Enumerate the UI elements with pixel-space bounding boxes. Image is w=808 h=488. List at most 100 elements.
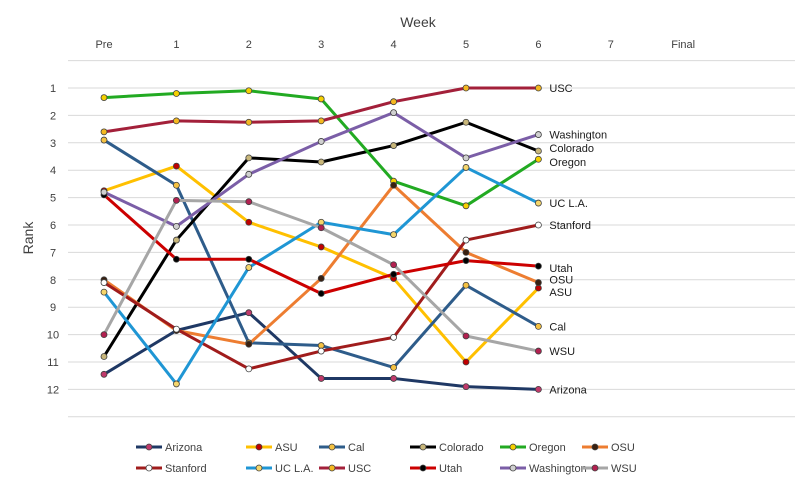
legend-label: Utah xyxy=(439,463,462,475)
data-point xyxy=(172,117,180,125)
data-point xyxy=(462,202,470,210)
legend-marker xyxy=(255,443,263,451)
legend-label: UC L.A. xyxy=(275,463,314,475)
y-tick-label: 5 xyxy=(50,193,56,205)
data-point xyxy=(462,164,470,171)
legend-marker xyxy=(145,443,153,451)
end-label: Colorado xyxy=(549,143,594,155)
x-tick-label: 6 xyxy=(535,39,541,51)
data-point xyxy=(317,224,325,232)
data-point xyxy=(317,275,325,282)
data-point xyxy=(317,347,325,355)
data-point xyxy=(245,118,253,126)
end-label: USC xyxy=(549,83,572,95)
legend-label: Oregon xyxy=(529,442,566,454)
data-point xyxy=(390,364,398,371)
legend-marker xyxy=(419,443,427,451)
legend-marker xyxy=(591,443,599,451)
x-tick-label: 7 xyxy=(608,39,614,51)
legend-label: OSU xyxy=(611,442,635,454)
end-label: UC L.A. xyxy=(549,198,588,210)
legend-marker xyxy=(419,464,427,472)
legend-label: WSU xyxy=(611,463,637,475)
data-point xyxy=(317,95,325,103)
data-point xyxy=(245,218,253,226)
legend-label: ASU xyxy=(275,442,298,454)
x-tick-label: 3 xyxy=(318,39,324,51)
data-point xyxy=(245,264,253,271)
data-point xyxy=(462,383,470,391)
data-point xyxy=(245,365,253,373)
legend-marker xyxy=(591,464,599,472)
data-point xyxy=(390,333,398,341)
data-point xyxy=(245,340,253,348)
legend-marker xyxy=(328,443,336,451)
data-point xyxy=(172,181,180,189)
series-line-osu xyxy=(102,183,540,346)
data-point xyxy=(172,325,180,333)
x-tick-label: Final xyxy=(671,39,695,51)
data-point xyxy=(100,288,108,296)
y-tick-label: 2 xyxy=(50,110,56,122)
data-point xyxy=(245,154,253,162)
y-tick-label: 10 xyxy=(47,330,59,342)
y-tick-label: 8 xyxy=(50,275,56,287)
end-label: OSU xyxy=(549,275,573,287)
data-point xyxy=(100,128,108,136)
y-tick-label: 4 xyxy=(50,165,56,177)
data-point xyxy=(100,331,108,339)
data-point xyxy=(535,84,542,92)
x-tick-label: 5 xyxy=(463,39,469,51)
legend-marker xyxy=(328,464,336,472)
data-point xyxy=(462,236,470,244)
data-point xyxy=(535,322,542,330)
x-tick-label: 2 xyxy=(246,39,252,51)
legend-label: Arizona xyxy=(165,442,203,454)
y-axis-title: Rank xyxy=(20,221,36,255)
data-point xyxy=(172,222,180,230)
end-label: Utah xyxy=(549,263,572,275)
data-point xyxy=(245,170,253,178)
data-point xyxy=(462,118,470,126)
data-point xyxy=(100,370,108,378)
data-point xyxy=(245,309,253,317)
data-point xyxy=(317,158,325,166)
series-line-oregon xyxy=(102,89,540,208)
data-point xyxy=(535,385,542,393)
data-point xyxy=(535,147,542,155)
data-point xyxy=(535,131,542,138)
data-point xyxy=(390,270,398,278)
end-label: ASU xyxy=(549,287,572,299)
data-point xyxy=(462,248,470,256)
data-point xyxy=(390,231,398,238)
data-point xyxy=(317,290,325,297)
data-point xyxy=(462,84,470,92)
end-label: Oregon xyxy=(549,157,586,169)
data-point xyxy=(172,236,180,244)
end-label: Stanford xyxy=(549,220,591,232)
data-point xyxy=(535,279,542,286)
legend-marker xyxy=(509,443,517,451)
legend-label: USC xyxy=(348,463,371,475)
data-point xyxy=(390,142,398,149)
data-point xyxy=(100,353,108,360)
y-tick-label: 7 xyxy=(50,247,56,259)
data-point xyxy=(462,332,470,340)
data-point xyxy=(462,154,470,162)
data-point xyxy=(535,199,542,207)
x-tick-label: 1 xyxy=(173,39,179,51)
x-tick-label: Pre xyxy=(95,39,112,51)
legend-marker xyxy=(255,464,263,472)
legend-label: Cal xyxy=(348,442,365,454)
data-point xyxy=(390,375,398,382)
legend-label: Colorado xyxy=(439,442,484,454)
legend-label: Stanford xyxy=(165,463,207,475)
x-axis-title: Week xyxy=(400,14,437,30)
data-point xyxy=(100,188,108,196)
data-point xyxy=(100,279,108,286)
data-point xyxy=(245,198,253,206)
end-label: Arizona xyxy=(549,384,587,396)
series-markers xyxy=(100,84,542,393)
data-point xyxy=(172,162,180,170)
